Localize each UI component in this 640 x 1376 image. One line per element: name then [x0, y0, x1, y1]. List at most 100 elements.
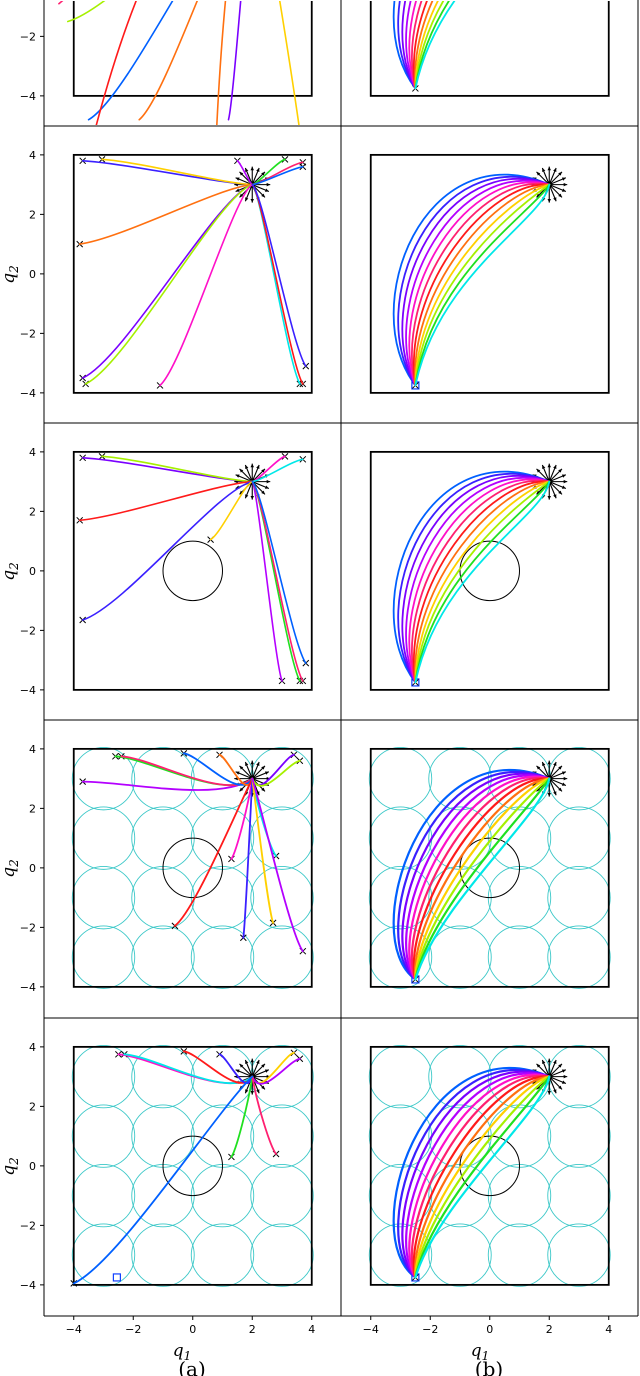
y-tick-label: 4 — [29, 446, 36, 459]
arrow-head — [542, 464, 546, 469]
trajectory — [408, 775, 551, 981]
y-tick-label: 0 — [29, 268, 36, 281]
arrow-head — [536, 1085, 541, 1090]
trajectory — [101, 455, 254, 483]
arrow-head — [239, 171, 244, 176]
trajectory — [414, 1075, 551, 1279]
arrow-head — [536, 765, 541, 770]
trajectory — [405, 1, 417, 90]
arrow-head — [561, 188, 566, 192]
arrow-head — [561, 177, 566, 181]
arrow-head — [558, 1085, 562, 1090]
obstacle-circle — [459, 540, 520, 602]
arrow-head — [239, 490, 244, 495]
arrow-head — [542, 167, 546, 172]
region-circle — [131, 865, 195, 930]
arrow-head — [256, 1089, 260, 1094]
arrow-head — [250, 463, 254, 468]
trajectory — [414, 183, 551, 387]
arrow-head — [561, 485, 566, 489]
y-axis-label: q2 — [0, 562, 21, 581]
region-circle — [190, 1163, 255, 1228]
arena-box — [369, 450, 610, 691]
trajectory — [411, 1, 423, 90]
trajectory — [78, 183, 254, 245]
trajectory — [58, 1, 64, 5]
trajectory — [251, 458, 304, 483]
arena-box — [369, 1, 610, 97]
arrow-head — [547, 496, 551, 500]
arrow-head — [235, 188, 240, 192]
arrow-head — [239, 765, 244, 770]
trajectory — [414, 1, 450, 90]
trajectory — [414, 777, 551, 981]
trajectory — [251, 480, 283, 682]
y-tick-label: 4 — [29, 149, 36, 162]
trajectory — [84, 183, 254, 385]
region-circle — [428, 746, 492, 811]
arena-box — [369, 1045, 610, 1286]
region-circle — [547, 925, 611, 989]
region-circle — [71, 865, 136, 930]
region-circle — [487, 865, 552, 930]
trajectory — [401, 1070, 551, 1279]
y-tick-label: 0 — [29, 1160, 36, 1173]
trajectory — [182, 752, 254, 786]
trajectory — [251, 777, 304, 953]
trajectory — [397, 1068, 551, 1279]
arrow-head — [542, 761, 546, 766]
arrow-head — [235, 1069, 240, 1073]
trajectory — [251, 166, 304, 186]
arrow-head — [239, 468, 244, 473]
arrow-head — [261, 1063, 265, 1068]
trajectory — [251, 480, 307, 664]
trajectory — [279, 1, 300, 125]
region-circle — [71, 1104, 136, 1168]
arrow-head — [536, 1063, 541, 1068]
region-circle — [547, 1223, 611, 1287]
obstacle-circle — [162, 1135, 223, 1197]
obstacle-circle — [459, 1135, 520, 1197]
arrow-head — [553, 1059, 557, 1064]
arrow-head — [553, 761, 557, 766]
y-axis-label: q2 — [0, 1157, 21, 1176]
trajectory — [209, 480, 254, 541]
y-tick-label: −4 — [20, 684, 36, 697]
region-circle — [131, 1223, 195, 1287]
panel-r1-c1 — [369, 153, 610, 394]
arrow-head — [235, 177, 240, 181]
y-axis-label-subscript: 2 — [7, 1157, 21, 1166]
trajectory — [227, 1, 242, 121]
trajectory — [414, 777, 551, 981]
arrow-head — [558, 1063, 562, 1068]
trajectory — [174, 777, 254, 927]
trajectory — [414, 183, 551, 387]
arrow-head — [547, 793, 551, 797]
trajectory — [138, 1, 199, 121]
x-tick-label: 2 — [249, 1323, 256, 1336]
trajectory — [401, 177, 551, 387]
region-circle — [428, 1044, 492, 1109]
region-circle — [368, 1044, 433, 1109]
y-tick-label: −2 — [20, 30, 36, 43]
trajectory — [413, 183, 551, 387]
arrow-head — [261, 490, 265, 495]
region-circle — [131, 1044, 195, 1109]
region-circle — [250, 925, 314, 989]
region-circle — [547, 806, 611, 870]
trajectory — [414, 183, 551, 387]
arrow-head — [558, 787, 562, 792]
trajectory — [72, 1075, 254, 1285]
trajectory — [414, 1, 439, 90]
y-axis-label: q2 — [0, 859, 21, 878]
arrow-head — [239, 193, 244, 198]
arrow-head — [558, 193, 562, 198]
arrow-head — [558, 765, 562, 770]
trajectory — [408, 1073, 551, 1279]
arrow-head — [256, 464, 260, 469]
trajectory — [216, 1, 227, 125]
region-circle — [428, 925, 492, 989]
arrow-head — [547, 760, 551, 765]
arrow-head — [553, 197, 557, 202]
